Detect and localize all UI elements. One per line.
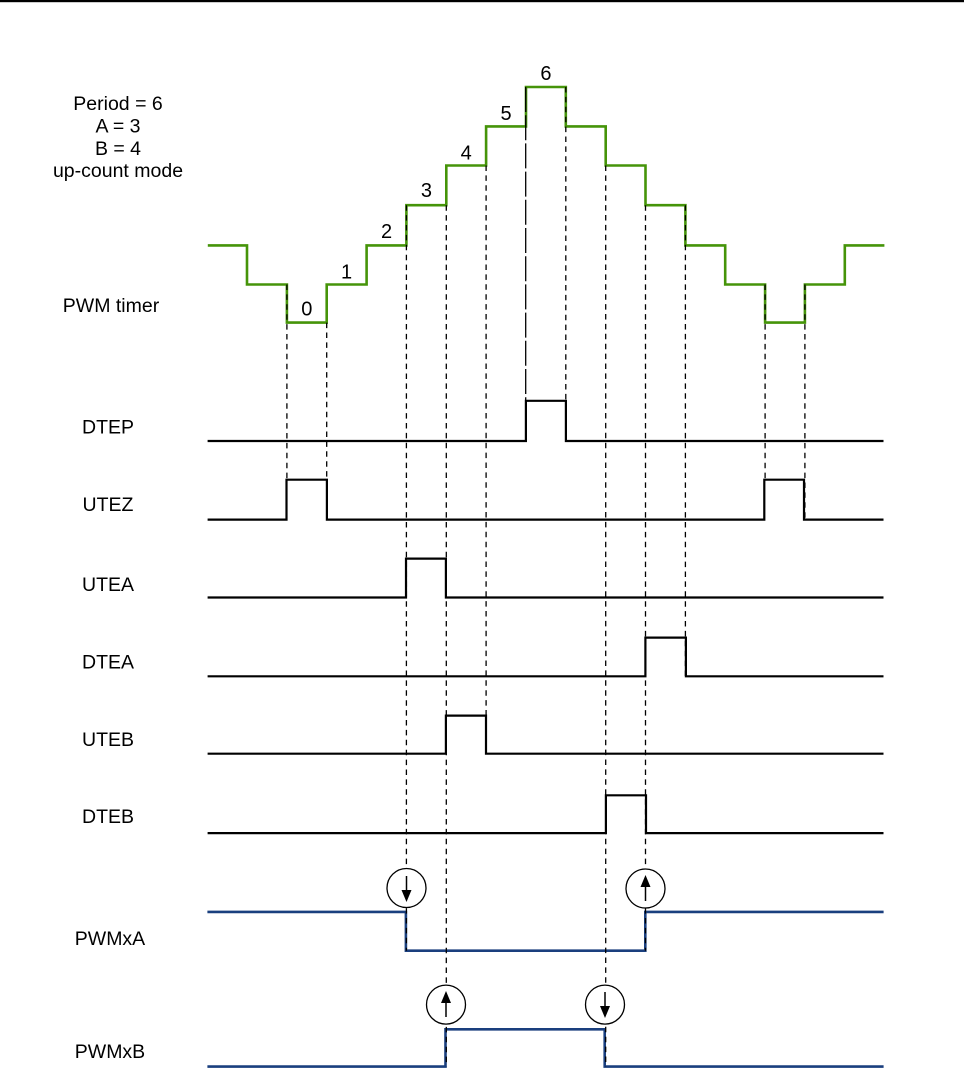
- svg-text:UTEA: UTEA: [82, 574, 134, 596]
- svg-text:A = 3: A = 3: [96, 116, 141, 138]
- svg-text:PWM timer: PWM timer: [63, 295, 160, 317]
- svg-text:UTEZ: UTEZ: [83, 494, 134, 516]
- svg-text:DTEA: DTEA: [82, 652, 134, 674]
- svg-text:UTEB: UTEB: [82, 729, 134, 751]
- svg-text:PWMxB: PWMxB: [75, 1041, 145, 1063]
- svg-text:B = 4: B = 4: [95, 138, 141, 160]
- svg-text:1: 1: [341, 262, 352, 284]
- svg-text:up-count mode: up-count mode: [53, 160, 183, 182]
- svg-text:DTEB: DTEB: [82, 806, 134, 828]
- svg-text:PWMxA: PWMxA: [75, 928, 145, 950]
- svg-text:Period = 6: Period = 6: [73, 93, 162, 115]
- svg-text:4: 4: [461, 143, 472, 165]
- svg-text:DTEP: DTEP: [82, 417, 134, 439]
- svg-text:5: 5: [500, 103, 511, 125]
- svg-text:6: 6: [540, 63, 551, 85]
- svg-text:3: 3: [421, 180, 432, 202]
- svg-text:0: 0: [301, 299, 312, 321]
- svg-text:2: 2: [381, 221, 392, 243]
